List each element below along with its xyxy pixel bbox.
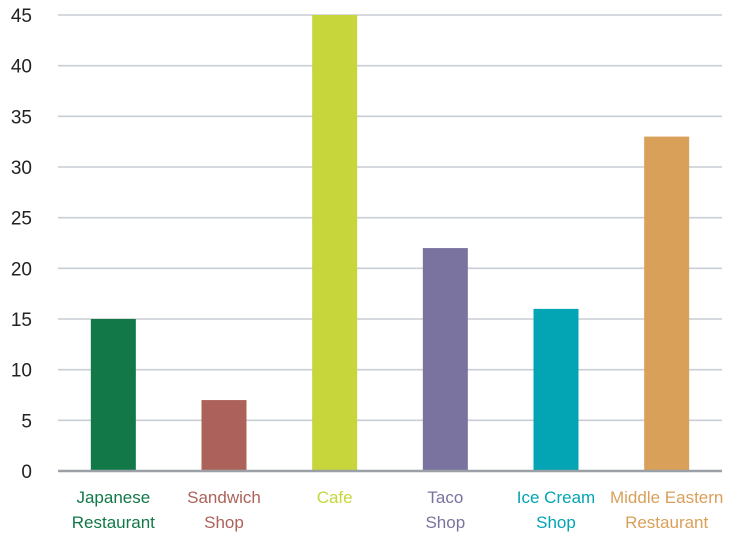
y-tick-label: 25 [11,209,32,230]
x-category-label: Sandwich Shop [187,488,261,532]
y-tick-label: 10 [11,361,32,382]
y-tick-label: 20 [11,259,32,280]
x-axis-labels: Japanese Restaurant Sandwich Shop Cafe Taco Sh… [72,488,724,532]
y-tick-label: 15 [11,310,32,331]
x-category-label: Taco Shop [425,488,465,532]
bar [201,400,247,471]
y-tick-label: 0 [21,462,32,483]
y-tick-label: 35 [11,107,32,128]
y-tick-label: 5 [21,411,32,432]
bar [422,248,468,471]
x-category-label: Middle Eastern Restaurant [610,488,723,532]
y-tick-label: 45 [11,6,32,27]
bar [312,15,358,471]
y-tick-label: 30 [11,158,32,179]
gridlines [58,14,722,422]
y-tick-label: 40 [11,57,32,78]
bar [533,308,579,471]
bar [644,136,690,471]
bar [90,319,136,471]
x-category-label: Cafe [317,488,353,507]
x-category-label: Ice Cream Shop [517,488,595,532]
bars [90,15,690,471]
x-category-label: Japanese Restaurant [72,488,155,532]
y-axis-ticks: 0 5 10 15 20 25 30 35 40 45 [11,6,32,483]
